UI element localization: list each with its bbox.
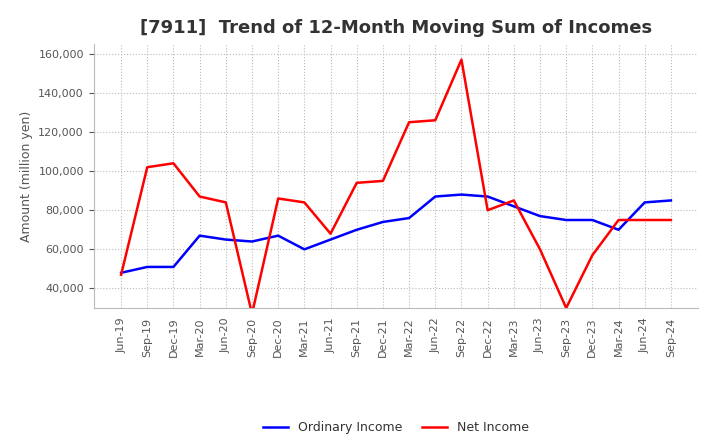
Ordinary Income xyxy=(667,198,675,203)
Ordinary Income xyxy=(588,217,597,223)
Ordinary Income xyxy=(614,227,623,232)
Net Income xyxy=(562,305,570,311)
Net Income xyxy=(169,161,178,166)
Ordinary Income xyxy=(352,227,361,232)
Ordinary Income xyxy=(143,264,152,270)
Net Income xyxy=(510,198,518,203)
Ordinary Income xyxy=(405,216,413,221)
Line: Net Income: Net Income xyxy=(121,60,671,314)
Ordinary Income xyxy=(640,200,649,205)
Ordinary Income xyxy=(169,264,178,270)
Net Income xyxy=(117,272,125,277)
Ordinary Income xyxy=(222,237,230,242)
Net Income xyxy=(300,200,309,205)
Net Income xyxy=(405,120,413,125)
Net Income xyxy=(667,217,675,223)
Net Income xyxy=(483,208,492,213)
Ordinary Income xyxy=(483,194,492,199)
Ordinary Income xyxy=(300,247,309,252)
Ordinary Income xyxy=(117,270,125,275)
Net Income xyxy=(195,194,204,199)
Title: [7911]  Trend of 12-Month Moving Sum of Incomes: [7911] Trend of 12-Month Moving Sum of I… xyxy=(140,19,652,37)
Ordinary Income xyxy=(274,233,282,238)
Ordinary Income xyxy=(379,219,387,224)
Y-axis label: Amount (million yen): Amount (million yen) xyxy=(19,110,32,242)
Net Income xyxy=(457,57,466,62)
Ordinary Income xyxy=(562,217,570,223)
Net Income xyxy=(274,196,282,201)
Ordinary Income xyxy=(536,213,544,219)
Ordinary Income xyxy=(195,233,204,238)
Net Income xyxy=(326,231,335,236)
Legend: Ordinary Income, Net Income: Ordinary Income, Net Income xyxy=(258,416,534,439)
Ordinary Income xyxy=(326,237,335,242)
Ordinary Income xyxy=(457,192,466,197)
Ordinary Income xyxy=(248,239,256,244)
Net Income xyxy=(143,165,152,170)
Net Income xyxy=(640,217,649,223)
Net Income xyxy=(536,247,544,252)
Net Income xyxy=(222,200,230,205)
Line: Ordinary Income: Ordinary Income xyxy=(121,194,671,273)
Net Income xyxy=(352,180,361,186)
Ordinary Income xyxy=(431,194,440,199)
Net Income xyxy=(431,117,440,123)
Net Income xyxy=(614,217,623,223)
Net Income xyxy=(248,311,256,316)
Net Income xyxy=(379,178,387,183)
Net Income xyxy=(588,253,597,258)
Ordinary Income xyxy=(510,204,518,209)
